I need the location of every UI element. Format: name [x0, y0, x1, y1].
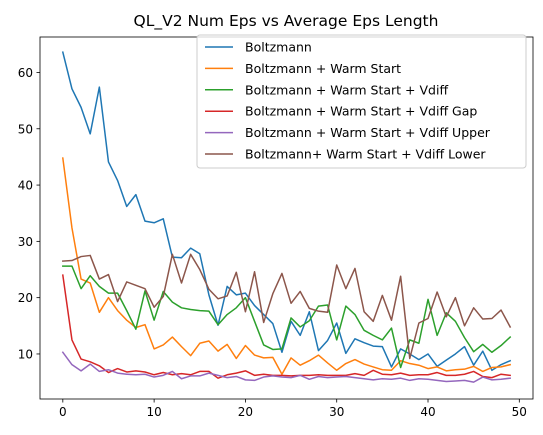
- chart-title: QL_V2 Num Eps vs Average Eps Length: [134, 12, 439, 31]
- x-tick-label: 20: [238, 405, 253, 419]
- legend-box: [196, 34, 527, 169]
- y-tick-label: 30: [18, 235, 33, 249]
- x-tick-label: 40: [420, 405, 435, 419]
- legend-label-6: Boltzmann+ Warm Start + Vdiff Lower: [245, 147, 486, 162]
- y-tick-label: 40: [18, 179, 33, 193]
- y-tick-label: 10: [18, 347, 33, 361]
- series-line-4: [61, 274, 512, 379]
- legend: Boltzmann Boltzmann + Warm Start Boltzmann…: [196, 34, 527, 169]
- legend-label-5: Boltzmann + Warm Start + Vdiff Upper: [245, 125, 491, 140]
- x-tick-label: 30: [329, 405, 344, 419]
- legend-label-3: Boltzmann + Warm Start + Vdiff: [245, 82, 448, 97]
- series-line-2: [61, 157, 512, 375]
- x-tick-label: 10: [146, 405, 161, 419]
- series-line-6: [62, 253, 512, 360]
- series-line-3: [62, 265, 512, 369]
- x-tick-label: 50: [512, 405, 527, 419]
- x-tick-label: 0: [59, 405, 67, 419]
- legend-label-2: Boltzmann + Warm Start: [245, 61, 401, 76]
- series-line-1: [61, 51, 512, 372]
- legend-label-4: Boltzmann + Warm Start + Vdiff Gap: [245, 104, 477, 119]
- series-line-5: [61, 351, 512, 383]
- y-tick-label: 20: [18, 291, 33, 305]
- y-tick-label: 50: [18, 122, 33, 136]
- legend-label-1: Boltzmann: [245, 40, 312, 55]
- y-tick-label: 60: [18, 66, 33, 80]
- axes: 0 10 20 30 40 50 10 20 30 40 50 60: [18, 36, 534, 419]
- plot-area: [61, 51, 512, 383]
